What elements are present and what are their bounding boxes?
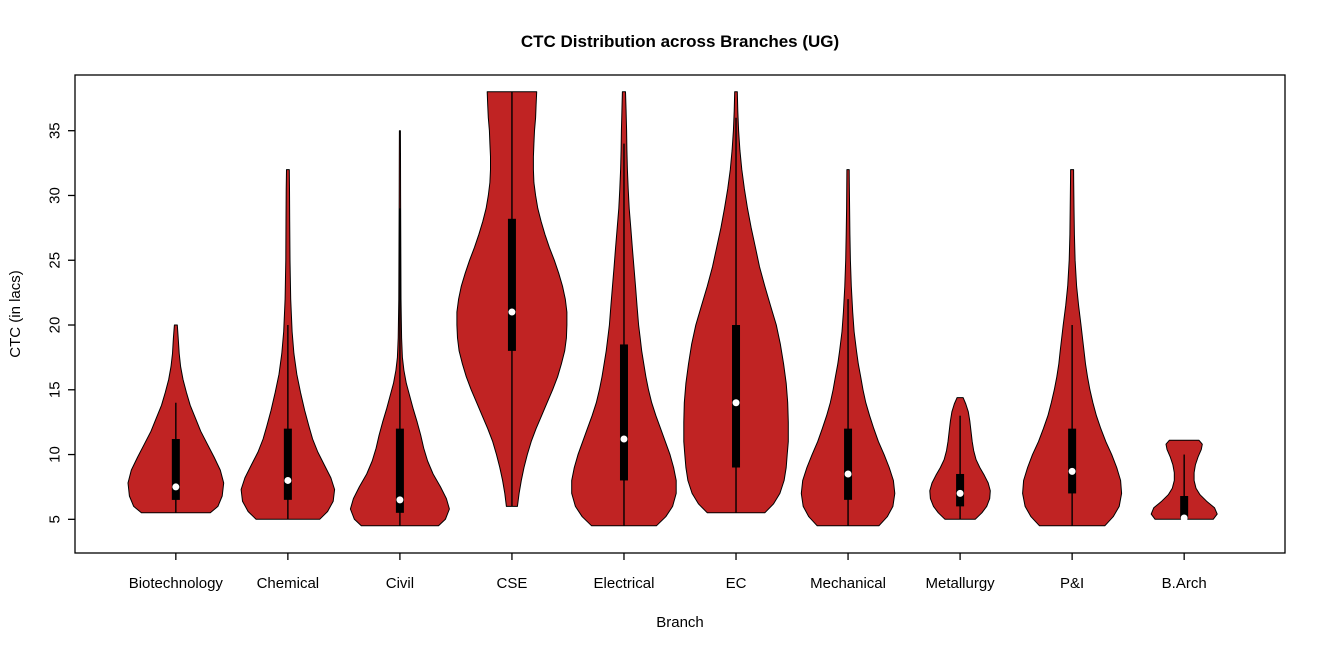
x-axis-label: Branch [656, 614, 704, 631]
iqr-box-chemical [283, 428, 292, 500]
median-dot-p-i [1068, 467, 1076, 475]
median-dot-civil [396, 496, 404, 504]
iqr-box-b-arch [1180, 496, 1189, 520]
y-axis-label: CTC (in lacs) [7, 270, 24, 358]
median-dot-electrical [620, 435, 628, 443]
y-tick-label: 35 [47, 122, 64, 139]
y-tick-label: 5 [47, 515, 64, 523]
median-dot-biotechnology [172, 483, 180, 491]
y-tick-label: 10 [47, 446, 64, 463]
iqr-box-civil [395, 428, 404, 513]
y-tick-label: 20 [47, 317, 64, 334]
x-category-label: Civil [386, 575, 414, 592]
iqr-box-ec [732, 325, 741, 468]
y-tick-label: 15 [47, 381, 64, 398]
x-category-label: Metallurgy [925, 575, 995, 592]
x-category-label: Biotechnology [129, 575, 224, 592]
median-dot-metallurgy [956, 489, 964, 497]
x-category-label: EC [726, 575, 747, 592]
x-category-label: Mechanical [810, 575, 886, 592]
median-dot-b-arch [1180, 514, 1188, 522]
plot-border [74, 74, 1286, 554]
median-dot-mechanical [844, 470, 852, 478]
y-tick-label: 30 [47, 187, 64, 204]
plot-area: 5 10 15 20 25 30 35 Biotechnology Chemical Civil C… [47, 74, 1286, 592]
x-category-label: B.Arch [1162, 575, 1207, 592]
median-dot-cse [508, 308, 516, 316]
y-tick-label: 25 [47, 252, 64, 269]
iqr-box-cse [507, 218, 516, 351]
iqr-box-biotechnology [171, 439, 180, 500]
iqr-box-p-i [1068, 428, 1077, 494]
x-category-label: Chemical [257, 575, 320, 592]
median-dot-ec [732, 399, 740, 407]
chart-title: CTC Distribution across Branches (UG) [521, 32, 839, 51]
x-category-label: P&I [1060, 575, 1084, 592]
x-category-label: Electrical [594, 575, 655, 592]
iqr-box-mechanical [844, 428, 853, 500]
median-dot-chemical [284, 476, 292, 484]
x-category-label: CSE [497, 575, 528, 592]
iqr-box-electrical [619, 344, 628, 481]
